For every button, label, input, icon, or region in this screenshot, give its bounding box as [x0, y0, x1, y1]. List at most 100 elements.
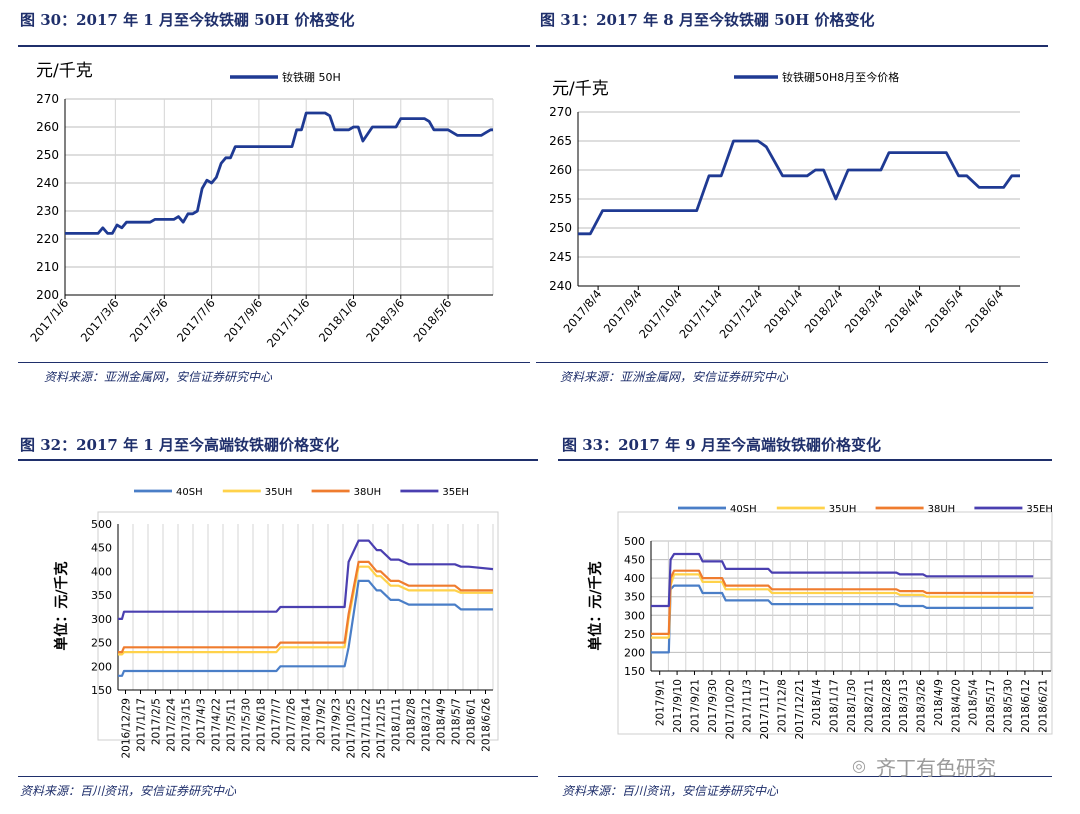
- series-line-38UH: [651, 569, 1034, 635]
- x-tick-label: 2018/1/11: [391, 698, 403, 752]
- y-tick-label: 450: [91, 542, 112, 555]
- x-tick-label: 2017/12/15: [376, 698, 388, 759]
- x-tick-label: 2018/5/4: [922, 287, 966, 336]
- legend-label: 35EH: [1026, 504, 1053, 515]
- figure-30-title-rule: [18, 45, 530, 47]
- figure-32-source-rule: [18, 776, 538, 777]
- legend-label: 35EH: [442, 487, 469, 498]
- y-tick-label: 260: [549, 163, 572, 177]
- x-tick-label: 2018/4/9: [933, 679, 945, 726]
- x-tick-label: 2017/9/23: [331, 698, 343, 752]
- y-tick-label: 150: [91, 684, 112, 697]
- legend-label: 38UH: [354, 487, 382, 498]
- x-tick-label: 2017/1/17: [136, 698, 148, 752]
- x-tick-label: 2018/1/17: [829, 679, 841, 733]
- x-tick-label: 2018/1/30: [846, 679, 858, 733]
- x-tick-label: 2017/9/6: [221, 296, 265, 345]
- y-tick-label: 255: [549, 192, 572, 206]
- series-line-钕铁硼50H8月至今价格: [578, 139, 1020, 236]
- y-tick-label: 250: [549, 221, 572, 235]
- x-tick-label: 2017/1/6: [27, 296, 71, 345]
- legend-label: 钕铁硼 50H: [282, 71, 341, 84]
- x-tick-label: 2017/7/7: [271, 698, 283, 745]
- x-tick-label: 2017/8/4: [560, 287, 604, 336]
- x-tick-label: 2017/11/17: [759, 679, 771, 740]
- x-tick-label: 2017/6/18: [256, 698, 268, 752]
- x-tick-label: 2018/6/1: [466, 698, 478, 745]
- x-tick-label: 2017/4/22: [211, 698, 223, 752]
- figure-31-source-rule: [536, 362, 1048, 363]
- x-tick-label: 2017/12/8: [776, 679, 788, 733]
- legend-label: 38UH: [928, 504, 956, 515]
- figure-31-source: 资料来源：亚洲金属网，安信证券研究中心: [560, 370, 789, 384]
- x-tick-label: 2018/5/7: [451, 698, 463, 745]
- series-line-40SH: [118, 579, 493, 677]
- y-tick-label: 350: [624, 591, 645, 604]
- y-tick-label: 270: [36, 92, 59, 106]
- chart-frame: [97, 511, 499, 741]
- x-tick-label: 2017/9/30: [707, 679, 719, 733]
- y-tick-label: 150: [624, 665, 645, 678]
- x-tick-label: 2017/9/21: [689, 679, 701, 733]
- figure-30-source: 资料来源：亚洲金属网，安信证券研究中心: [44, 370, 273, 384]
- figure-30-source-rule: [18, 362, 530, 363]
- y-tick-label: 250: [624, 628, 645, 641]
- y-tick-label: 200: [36, 288, 59, 302]
- figure-32-title-rule: [18, 459, 538, 461]
- x-tick-label: 2017/3/15: [181, 698, 193, 752]
- x-tick-label: 2018/2/8: [406, 698, 418, 745]
- series-line-钕铁硼 50H: [65, 111, 493, 235]
- x-tick-label: 2018/2/4: [802, 287, 846, 336]
- y-tick-label: 240: [549, 279, 572, 293]
- y-axis-label: 单位：元/千克: [587, 561, 604, 650]
- figure-33-title-rule: [558, 459, 1052, 461]
- x-tick-label: 2017/5/6: [127, 296, 171, 345]
- x-tick-label: 2018/6/12: [1020, 679, 1032, 733]
- x-tick-label: 2018/6/4: [962, 287, 1006, 336]
- x-tick-label: 2018/4/4: [882, 287, 926, 336]
- x-tick-label: 2018/1/4: [761, 287, 805, 336]
- series-line-35EH: [118, 539, 494, 620]
- y-tick-label: 240: [36, 176, 59, 190]
- x-tick-label: 2018/2/28: [881, 679, 893, 733]
- x-tick-label: 2018/1/6: [316, 296, 360, 345]
- y-tick-label: 350: [91, 589, 112, 602]
- y-tick-label: 250: [36, 148, 59, 162]
- y-tick-label: 300: [91, 613, 112, 626]
- x-tick-label: 2017/7/26: [286, 698, 298, 752]
- x-tick-label: 2017/8/14: [301, 698, 313, 752]
- y-tick-label: 270: [549, 105, 572, 119]
- x-tick-label: 2017/9/4: [601, 287, 645, 336]
- legend-label: 35UH: [265, 487, 293, 498]
- x-tick-label: 2017/9/10: [672, 679, 684, 733]
- figure-30-chart: 200 210 220 230 240 250 260 270 2017/1/6 2017/3/6…: [27, 61, 494, 350]
- x-tick-label: 2017/9/1: [655, 679, 667, 726]
- figure-32-title: 图 32：2017 年 1 月至今高端钕铁硼价格变化: [20, 436, 339, 454]
- x-tick-label: 2018/3/13: [898, 679, 910, 733]
- y-axis-label: 元/千克: [36, 61, 93, 81]
- legend-label: 40SH: [730, 504, 757, 515]
- y-tick-label: 230: [36, 204, 59, 218]
- x-tick-label: 2018/3/4: [842, 287, 886, 336]
- x-tick-label: 2018/2/11: [863, 679, 875, 733]
- y-tick-label: 250: [91, 637, 112, 650]
- figure-31-title: 图 31：2017 年 8 月至今钕铁硼 50H 价格变化: [540, 11, 875, 29]
- y-tick-label: 500: [91, 518, 112, 531]
- x-tick-label: 2018/1/4: [811, 679, 823, 726]
- series-line-35EH: [651, 552, 1034, 608]
- y-axis-label: 元/千克: [552, 79, 609, 99]
- x-tick-label: 2017/5/30: [241, 698, 253, 752]
- series-line-40SH: [651, 584, 1034, 654]
- y-axis-label: 单位：元/千克: [53, 561, 70, 650]
- chart-frame: [617, 511, 1053, 735]
- x-tick-label: 2018/5/30: [1003, 679, 1015, 733]
- x-tick-label: 2018/3/12: [421, 698, 433, 752]
- x-tick-label: 2017/10/20: [724, 679, 736, 740]
- y-tick-label: 220: [36, 232, 59, 246]
- y-tick-label: 260: [36, 120, 59, 134]
- x-tick-label: 2018/3/26: [916, 679, 928, 733]
- x-tick-label: 2018/6/26: [481, 698, 493, 752]
- figure-30-title: 图 30：2017 年 1 月至今钕铁硼 50H 价格变化: [20, 11, 355, 29]
